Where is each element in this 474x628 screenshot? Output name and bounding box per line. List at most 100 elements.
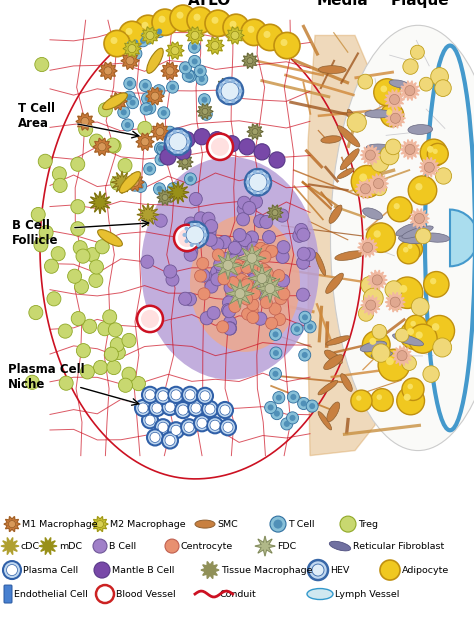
Circle shape [145,415,155,425]
Circle shape [237,213,250,226]
Circle shape [247,242,260,255]
Circle shape [158,107,170,119]
Circle shape [93,539,107,553]
Ellipse shape [389,80,410,88]
Text: Reticular Fibroblast: Reticular Fibroblast [353,541,444,551]
Circle shape [147,105,153,111]
Circle shape [390,94,400,105]
Circle shape [404,394,410,401]
Polygon shape [217,78,233,94]
Circle shape [169,133,187,151]
Circle shape [208,270,221,283]
Circle shape [118,106,130,119]
Polygon shape [361,295,381,315]
Circle shape [171,46,179,55]
Circle shape [202,109,208,114]
Circle shape [186,139,191,144]
Text: T Cell
Area: T Cell Area [18,102,55,131]
Circle shape [211,273,224,286]
Circle shape [191,31,199,40]
Circle shape [381,104,404,127]
Circle shape [273,371,279,377]
Polygon shape [177,154,193,170]
Circle shape [416,228,431,244]
Text: M1 Macrophage: M1 Macrophage [22,519,98,529]
Circle shape [139,80,151,92]
Circle shape [265,283,275,294]
Circle shape [85,247,100,262]
Circle shape [140,38,146,44]
Circle shape [188,41,201,53]
Circle shape [125,122,131,128]
Circle shape [236,274,247,286]
Ellipse shape [190,215,300,352]
Circle shape [107,139,121,153]
Circle shape [158,156,164,163]
Circle shape [196,223,200,227]
Circle shape [190,243,194,247]
Circle shape [223,422,233,432]
Circle shape [122,333,136,347]
Circle shape [126,94,132,100]
Polygon shape [385,292,405,312]
Circle shape [259,290,272,303]
Circle shape [184,248,197,261]
Circle shape [104,67,112,75]
Circle shape [145,95,151,102]
Circle shape [249,195,263,208]
Polygon shape [121,52,139,70]
Circle shape [309,403,315,409]
Polygon shape [392,346,412,365]
Circle shape [385,281,402,298]
Circle shape [118,158,132,173]
Circle shape [287,412,299,424]
Circle shape [174,225,200,251]
Circle shape [351,165,383,198]
Circle shape [365,150,375,160]
Ellipse shape [347,109,359,132]
Polygon shape [385,109,405,128]
Circle shape [240,283,252,296]
Polygon shape [161,62,179,80]
Circle shape [231,31,239,40]
Circle shape [73,241,87,255]
Circle shape [224,281,237,295]
Circle shape [264,31,271,38]
Circle shape [135,400,151,416]
Circle shape [247,58,253,64]
Circle shape [71,200,85,214]
Circle shape [205,404,215,414]
Circle shape [185,73,191,79]
Ellipse shape [366,144,394,152]
Circle shape [351,390,372,411]
Polygon shape [419,158,439,177]
Circle shape [219,95,224,99]
Circle shape [164,139,180,155]
Circle shape [234,236,246,249]
Circle shape [218,236,231,249]
Text: Plaque: Plaque [391,0,449,8]
Polygon shape [206,37,224,54]
Ellipse shape [325,350,342,364]
Circle shape [194,212,207,225]
Circle shape [432,323,439,331]
Circle shape [145,390,155,400]
Circle shape [254,144,270,160]
Circle shape [182,387,198,403]
Circle shape [166,67,174,75]
Polygon shape [40,17,363,479]
Circle shape [122,367,136,381]
Circle shape [287,391,300,403]
Circle shape [218,273,230,285]
Circle shape [243,202,256,215]
Circle shape [144,102,156,114]
Ellipse shape [329,205,342,224]
Circle shape [241,282,254,294]
Circle shape [9,521,16,528]
Circle shape [76,344,91,358]
Circle shape [222,83,228,89]
Circle shape [216,260,229,273]
Text: Tissue Macrophage: Tissue Macrophage [221,566,312,575]
Circle shape [229,21,237,28]
Circle shape [308,560,328,580]
